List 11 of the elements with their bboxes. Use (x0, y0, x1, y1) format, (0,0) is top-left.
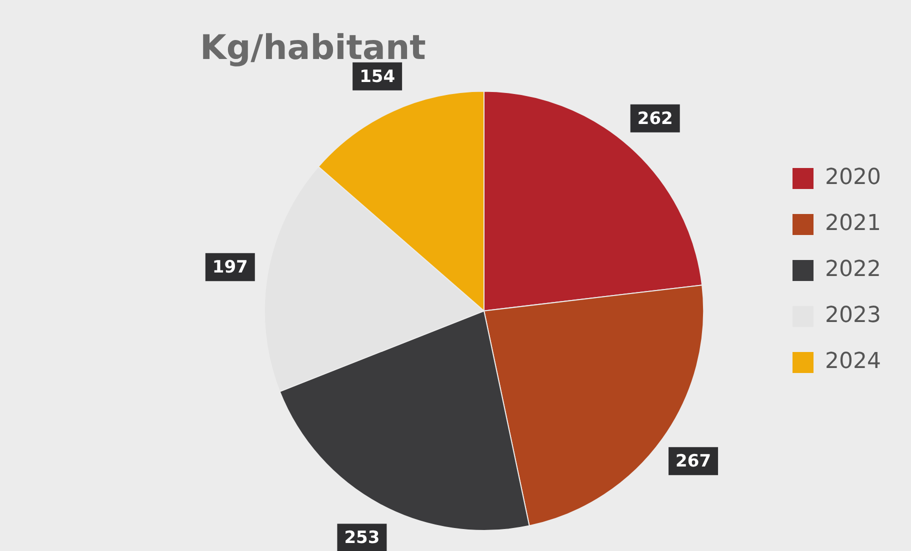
legend-label: 2021 (825, 211, 882, 236)
data-label: 253 (344, 528, 380, 548)
data-label: 154 (360, 66, 396, 87)
legend-label: 2024 (825, 349, 882, 374)
chart-title: Kg/habitant (200, 28, 426, 68)
legend-label: 2020 (825, 165, 882, 190)
data-label: 267 (676, 452, 712, 472)
data-label: 262 (637, 108, 673, 129)
data-label: 197 (212, 258, 248, 278)
legend-label: 2022 (825, 257, 882, 282)
legend-label: 2023 (825, 303, 882, 328)
